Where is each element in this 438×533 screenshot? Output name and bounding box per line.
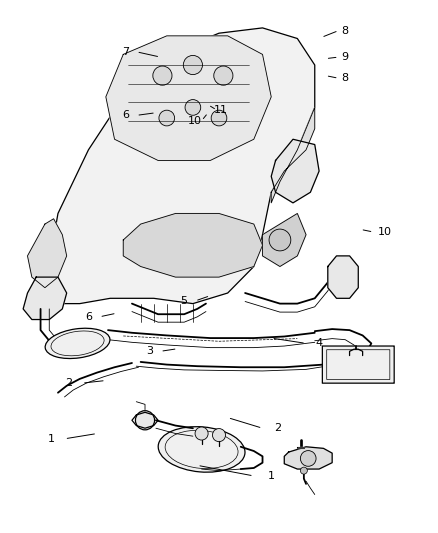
Polygon shape <box>45 28 315 304</box>
Text: 1: 1 <box>48 434 55 444</box>
Text: 2: 2 <box>274 423 281 433</box>
Text: 3: 3 <box>146 346 153 357</box>
Ellipse shape <box>158 426 245 472</box>
Polygon shape <box>106 36 271 160</box>
Circle shape <box>211 110 227 126</box>
Text: 6: 6 <box>85 312 92 322</box>
Circle shape <box>300 467 307 474</box>
Circle shape <box>185 100 201 115</box>
FancyBboxPatch shape <box>322 346 394 383</box>
Polygon shape <box>28 219 67 288</box>
Circle shape <box>195 427 208 440</box>
Text: 5: 5 <box>181 296 187 306</box>
Circle shape <box>153 66 172 85</box>
Text: 4: 4 <box>315 338 323 349</box>
Circle shape <box>214 66 233 85</box>
Polygon shape <box>328 256 358 298</box>
Polygon shape <box>271 139 319 203</box>
Circle shape <box>212 429 226 442</box>
Polygon shape <box>123 214 262 277</box>
Polygon shape <box>284 447 332 469</box>
Circle shape <box>135 411 155 430</box>
Text: 7: 7 <box>122 47 129 56</box>
Circle shape <box>300 450 316 466</box>
Polygon shape <box>262 214 306 266</box>
Circle shape <box>184 55 202 75</box>
Text: 2: 2 <box>65 378 72 388</box>
Circle shape <box>269 229 291 251</box>
Ellipse shape <box>45 328 110 359</box>
Text: 9: 9 <box>342 52 349 62</box>
Polygon shape <box>297 447 304 448</box>
Text: 8: 8 <box>342 73 349 83</box>
Polygon shape <box>23 277 67 319</box>
Text: 11: 11 <box>214 105 228 115</box>
Polygon shape <box>271 108 315 203</box>
Circle shape <box>159 110 175 126</box>
Text: 1: 1 <box>268 471 275 481</box>
Text: 8: 8 <box>342 26 349 36</box>
Text: 10: 10 <box>188 116 202 126</box>
Text: 10: 10 <box>378 227 392 237</box>
Text: 6: 6 <box>122 110 129 120</box>
